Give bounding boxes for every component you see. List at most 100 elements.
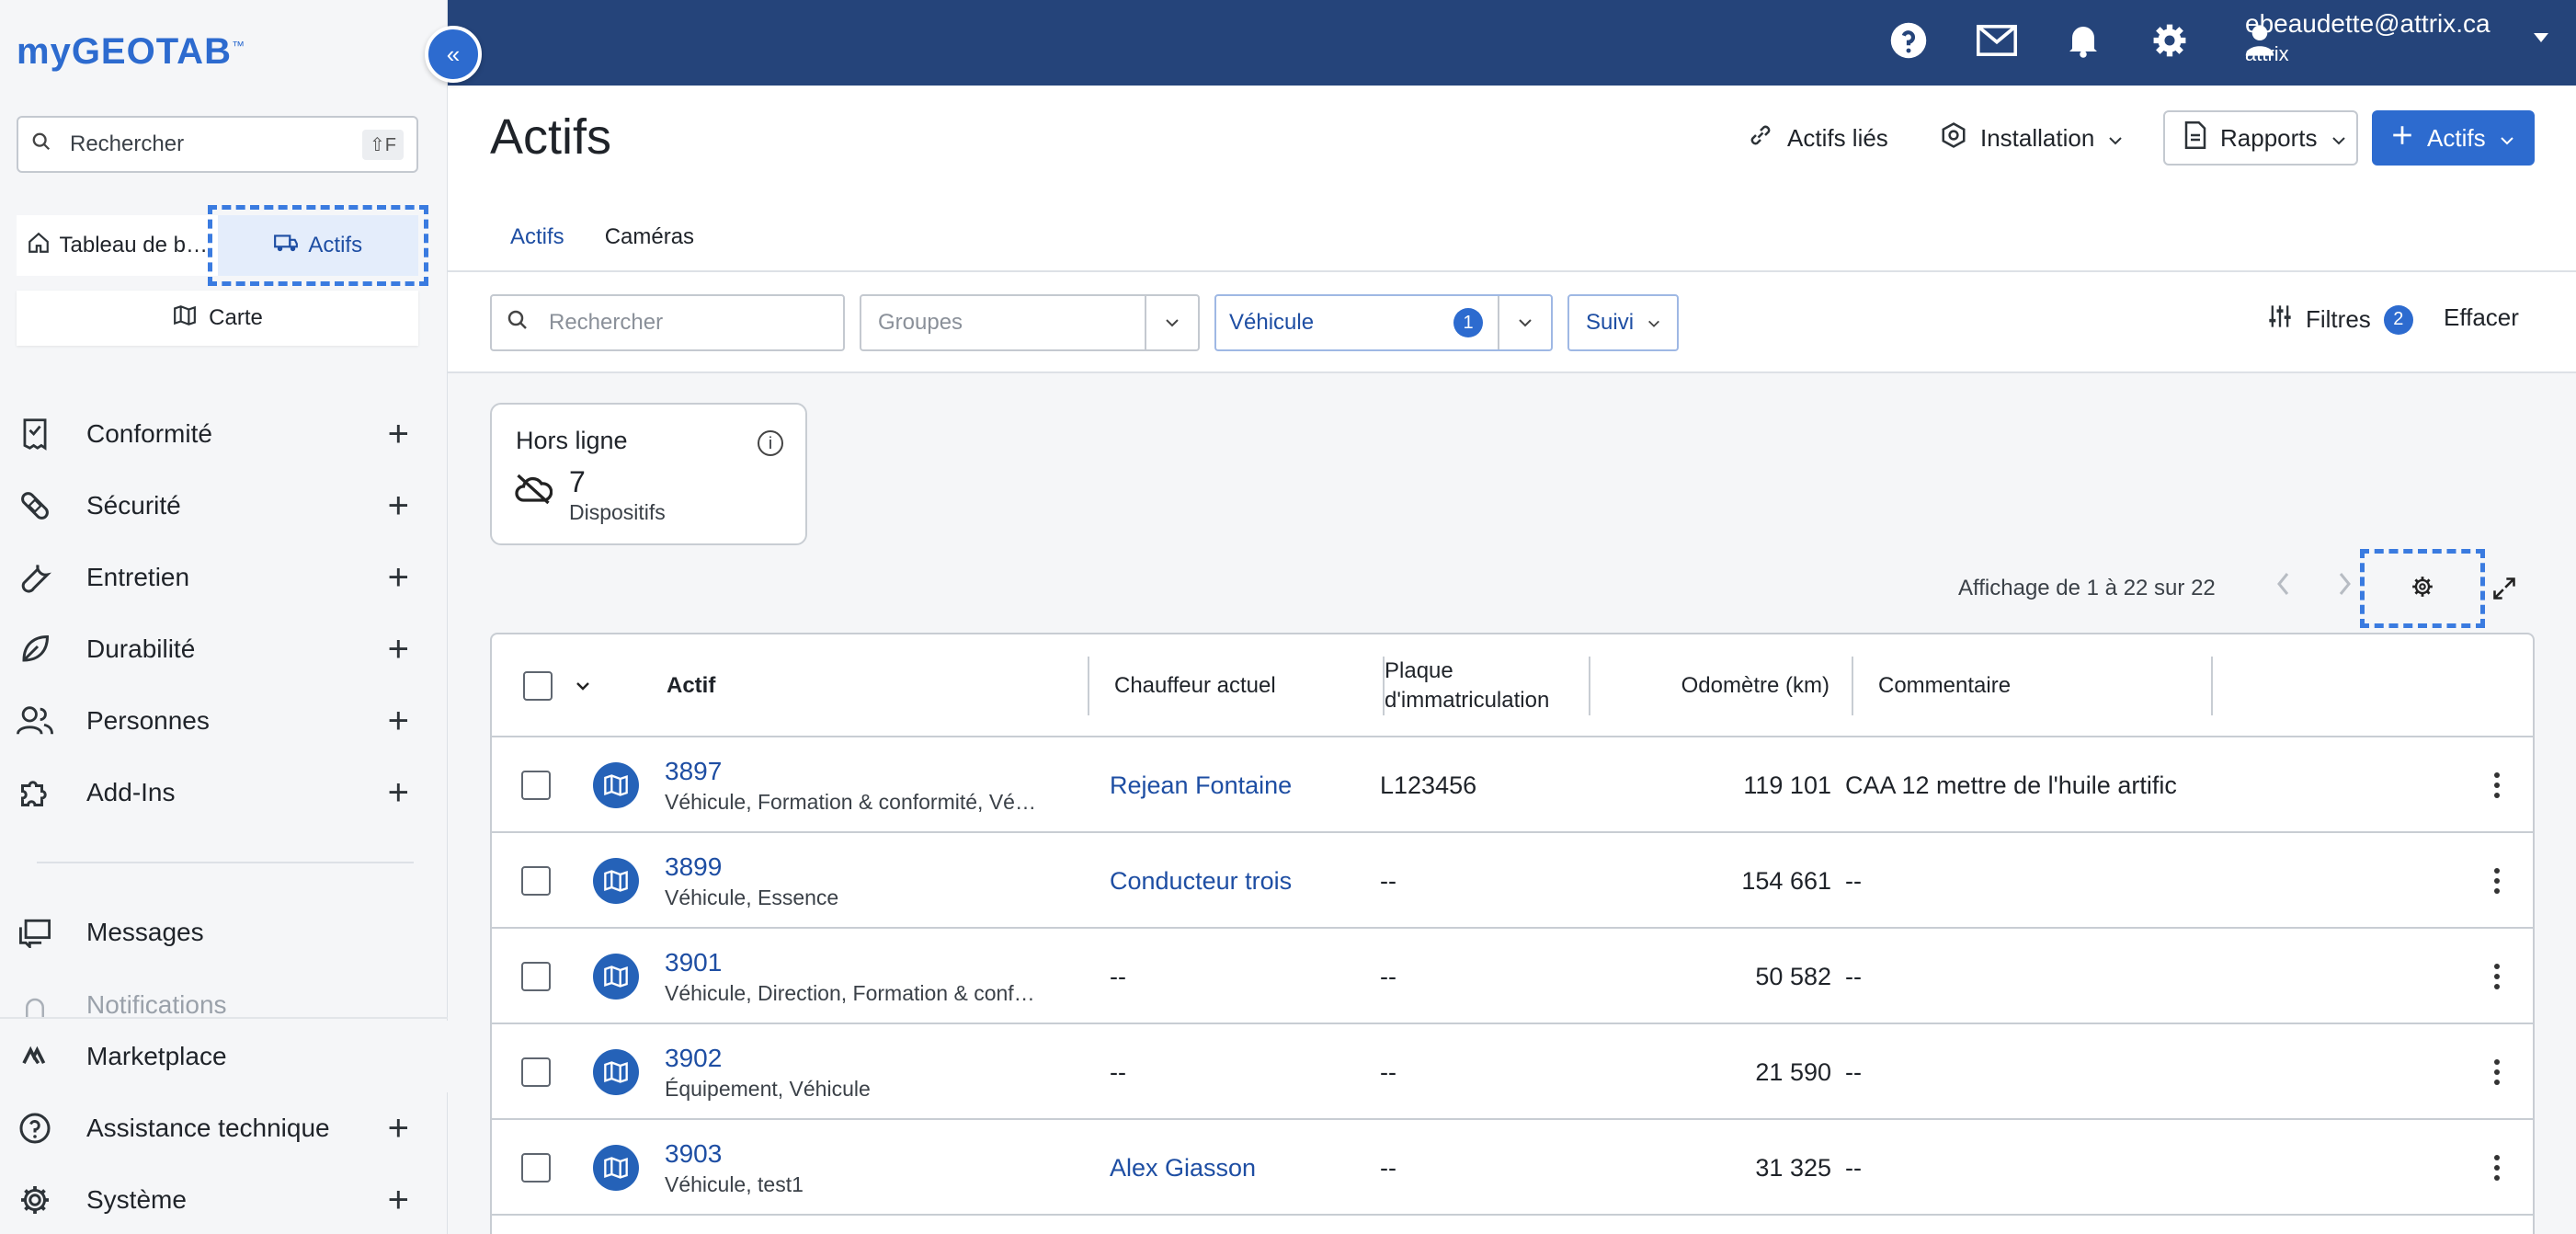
chevron-down-icon — [2499, 124, 2515, 153]
user-avatar-icon[interactable] — [2238, 18, 2282, 63]
table-row[interactable]: 3901 Véhicule, Direction, Formation & co… — [492, 929, 2533, 1024]
driver-link[interactable]: Alex Giasson — [1110, 1153, 1257, 1182]
chevron-down-icon[interactable] — [1498, 296, 1551, 349]
sidebar-item-messages[interactable]: Messages — [0, 897, 448, 968]
row-more-options-icon[interactable] — [2494, 1059, 2500, 1085]
row-checkbox[interactable] — [521, 1120, 551, 1216]
expand-plus-icon[interactable]: + — [387, 771, 409, 813]
info-icon[interactable]: i — [758, 430, 783, 456]
sidebar-item-notifications[interactable]: Notifications — [0, 966, 448, 1040]
asset-name-link[interactable]: 3903 — [665, 1138, 723, 1168]
tab-cameras[interactable]: Caméras — [604, 224, 695, 249]
quick-link-dashboard[interactable]: Tableau de b… — [17, 215, 218, 276]
reports-button[interactable]: Rapports — [2163, 110, 2358, 166]
user-menu-caret-icon[interactable] — [2534, 33, 2548, 42]
clear-filters-button[interactable]: Effacer — [2444, 303, 2519, 332]
driver-link[interactable]: Rejean Fontaine — [1110, 771, 1293, 799]
sidebar-item-label: Assistance technique — [86, 1114, 330, 1142]
linked-assets-button[interactable]: Actifs liés — [1728, 110, 1907, 166]
search-shortcut-hint: ⇧F — [362, 129, 404, 160]
column-separator[interactable] — [1589, 657, 1590, 715]
next-page-icon[interactable] — [2335, 570, 2354, 605]
offline-devices-card[interactable]: Hors ligne i 7 Dispositifs — [490, 403, 807, 545]
table-header: Actif Chauffeur actuel Plaque d'immatric… — [492, 634, 2533, 737]
row-more-options-icon[interactable] — [2494, 772, 2500, 798]
row-map-button[interactable] — [593, 929, 639, 1024]
settings-gear-icon[interactable] — [2148, 18, 2192, 63]
sidebar-item-system[interactable]: Système + — [0, 1164, 448, 1234]
row-map-button[interactable] — [593, 833, 639, 929]
asset-name-link[interactable]: 3902 — [665, 1043, 723, 1072]
row-more-options-icon[interactable] — [2494, 868, 2500, 894]
chevron-down-icon[interactable] — [1145, 296, 1198, 349]
expand-plus-icon[interactable]: + — [387, 700, 409, 741]
row-more-options-icon[interactable] — [2494, 1155, 2500, 1181]
odometer-value: 154 661 — [1741, 866, 1831, 895]
row-checkbox[interactable] — [521, 1024, 551, 1120]
column-header-comment[interactable]: Commentaire — [1851, 634, 2213, 737]
help-icon[interactable] — [1886, 18, 1931, 63]
row-map-button[interactable] — [593, 737, 639, 833]
chevron-down-icon[interactable] — [575, 634, 591, 737]
filters-button[interactable]: Filtres 2 — [2267, 303, 2413, 336]
row-more-options-icon[interactable] — [2494, 964, 2500, 989]
expand-plus-icon[interactable]: + — [387, 485, 409, 526]
column-header-plate[interactable]: Plaque d'immatriculation — [1357, 634, 1590, 737]
column-settings-button[interactable] — [2360, 549, 2485, 628]
expand-plus-icon[interactable]: + — [387, 1179, 409, 1220]
sidebar-item-people[interactable]: Personnes + — [0, 685, 448, 757]
table-row[interactable]: 3902 Équipement, Véhicule -- -- 21 590 -… — [492, 1024, 2533, 1120]
column-header-driver[interactable]: Chauffeur actuel — [1114, 634, 1385, 737]
column-separator[interactable] — [1383, 657, 1385, 715]
sidebar-item-safety[interactable]: Sécurité + — [0, 470, 448, 542]
expand-plus-icon[interactable]: + — [387, 413, 409, 454]
bell-icon[interactable] — [2061, 18, 2105, 63]
asset-name-link[interactable]: 3897 — [665, 756, 723, 785]
sidebar-item-addins[interactable]: Add-Ins + — [0, 757, 448, 828]
collapse-sidebar-button[interactable]: « — [425, 26, 482, 83]
column-header-label: Commentaire — [1878, 673, 2012, 698]
row-checkbox[interactable] — [521, 929, 551, 1024]
column-header-asset[interactable]: Actif — [667, 634, 1089, 737]
expand-plus-icon[interactable]: + — [387, 628, 409, 669]
column-separator[interactable] — [1852, 657, 1853, 715]
comment-value: -- — [1845, 866, 1862, 895]
tracking-filter-select[interactable]: Suivi — [1567, 294, 1679, 351]
quick-link-map[interactable]: Carte — [17, 291, 418, 346]
tab-assets[interactable]: Actifs — [490, 217, 585, 279]
geotab-logo[interactable]: myGEOTAB™ — [17, 31, 245, 73]
asset-name-link[interactable]: 3901 — [665, 947, 723, 977]
add-assets-button[interactable]: Actifs — [2372, 110, 2535, 166]
sidebar-item-sustainability[interactable]: Durabilité + — [0, 613, 448, 685]
asset-search-input[interactable]: Rechercher — [490, 294, 845, 351]
installation-button[interactable]: Installation — [1921, 110, 2142, 166]
table-row[interactable]: 3903 Véhicule, test1 Alex Giasson -- 31 … — [492, 1120, 2533, 1216]
asset-name-link[interactable]: 3899 — [665, 851, 723, 881]
mail-icon[interactable] — [1975, 18, 2019, 63]
select-all-checkbox[interactable] — [523, 634, 553, 737]
column-separator[interactable] — [1088, 657, 1089, 715]
sidebar-item-maintenance[interactable]: Entretien + — [0, 542, 448, 613]
sidebar-item-compliance[interactable]: Conformité + — [0, 398, 448, 470]
user-menu[interactable]: ebeaudette@attrix.ca attrix — [2245, 9, 2491, 66]
sidebar-item-support[interactable]: Assistance technique + — [0, 1092, 448, 1164]
row-map-button[interactable] — [593, 1024, 639, 1120]
driver-link[interactable]: Conducteur trois — [1110, 866, 1293, 895]
table-row[interactable]: 3897 Véhicule, Formation & conformité, V… — [492, 737, 2533, 833]
column-header-odometer[interactable]: Odomètre (km) — [1618, 634, 1853, 737]
groups-select[interactable]: Groupes — [860, 294, 1200, 351]
vehicle-filter-select[interactable]: Véhicule 1 — [1214, 294, 1553, 351]
quick-link-assets[interactable]: Actifs — [207, 205, 428, 286]
prev-page-icon[interactable] — [2274, 570, 2293, 605]
expand-fullscreen-icon[interactable] — [2491, 576, 2517, 606]
column-separator[interactable] — [2211, 657, 2213, 715]
sidebar-search-input[interactable]: Rechercher ⇧F — [17, 116, 418, 173]
row-checkbox[interactable] — [521, 833, 551, 929]
sidebar-item-marketplace[interactable]: Marketplace — [0, 1021, 448, 1092]
table-row[interactable]: 3899 Véhicule, Essence Conducteur trois … — [492, 833, 2533, 929]
expand-plus-icon[interactable]: + — [387, 1107, 409, 1148]
logo-tm: ™ — [231, 38, 245, 53]
expand-plus-icon[interactable]: + — [387, 556, 409, 598]
row-map-button[interactable] — [593, 1120, 639, 1216]
row-checkbox[interactable] — [521, 737, 551, 833]
